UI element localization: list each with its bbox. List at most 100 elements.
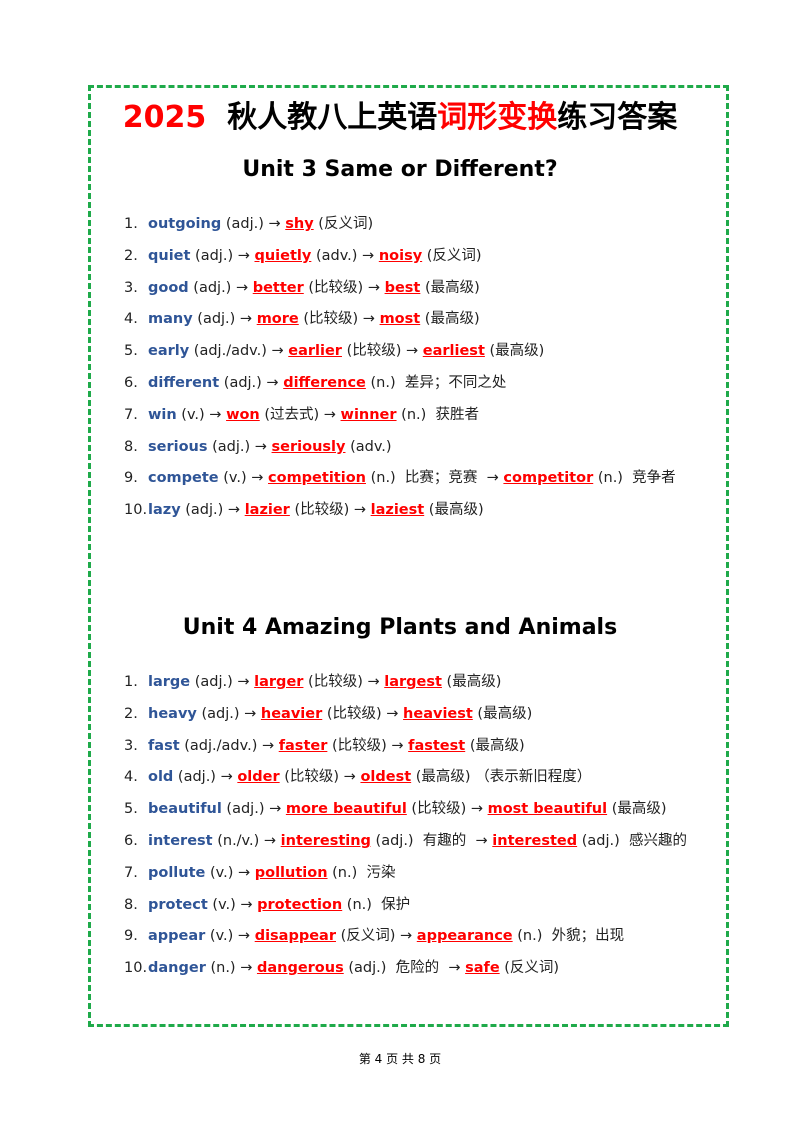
text: (adj.) 危险的 → — [343, 960, 466, 977]
item: 2. quiet (adj.) → quietly (adv.) → noisy … — [124, 245, 482, 267]
item: 5. beautiful (adj.) → more beautiful (比较级… — [124, 798, 667, 820]
item: 6. interest (n./v.) → interesting (adj.) … — [124, 830, 687, 852]
text: (n.) 外貌；出现 — [512, 928, 625, 945]
item: 3. good (adj.) → better (比较级) → best (最高级… — [124, 277, 480, 299]
text: (v.) → — [205, 864, 255, 881]
text: (adj.) → — [221, 216, 286, 232]
item: 1. outgoing (adj.) → shy (反义词) — [124, 213, 373, 235]
item: 1. large (adj.) → larger (比较级) → largest … — [124, 671, 501, 693]
text: (反义词) → — [335, 928, 417, 945]
item-number: 6. — [124, 375, 138, 391]
text: (adj.) → — [188, 279, 253, 296]
item: 9. appear (v.) → disappear (反义词) → appear… — [124, 925, 624, 947]
text: (n.) 获胜者 — [396, 406, 479, 423]
unit-heading: Unit 4 Amazing Plants and Animals — [182, 615, 618, 640]
text: (adj./adv.) → — [179, 737, 279, 754]
text: (n.) → — [205, 960, 257, 977]
base-word: fast — [148, 737, 180, 754]
answer-word: won — [226, 406, 260, 423]
item-number: 6. — [124, 833, 138, 849]
base-word: interest — [148, 833, 213, 849]
base-word: large — [148, 674, 191, 690]
text: (adj.) → — [190, 247, 255, 264]
answer-word: most beautiful — [487, 801, 608, 818]
text: (adv.) → — [311, 247, 379, 264]
answer-word: older — [237, 769, 280, 786]
item-number: 4. — [124, 311, 138, 328]
title: 2025 秋人教八上英语词形变换练习答案 — [0, 92, 800, 136]
item: 6. different (adj.) → difference (n.) 差异；… — [124, 372, 506, 394]
title-part: 秋人教八上英语 — [216, 100, 438, 135]
answer-word: quietly — [254, 247, 312, 264]
text: (adj.) → — [207, 438, 272, 455]
answer-word: dangerous — [256, 960, 344, 977]
footer: 第 4 页 共 8 页 — [358, 1052, 442, 1066]
answer-word: heaviest — [403, 705, 473, 722]
answer-word: difference — [283, 375, 366, 391]
answer-word: laziest — [370, 502, 425, 519]
answer-word: heavier — [260, 705, 323, 722]
item: 4. many (adj.) → more (比较级) → most (最高级) — [124, 308, 480, 330]
item-number: 3. — [124, 737, 138, 754]
answer-word: disappear — [254, 928, 336, 945]
title-part: 练习答案 — [557, 100, 678, 135]
base-word: pollute — [148, 864, 206, 881]
base-word: win — [148, 406, 177, 423]
text: (比较级) → — [322, 705, 404, 722]
item-number: 1. — [124, 674, 138, 690]
item-number: 4. — [124, 769, 138, 786]
item-number: 2. — [124, 247, 138, 264]
answer-word: more beautiful — [285, 801, 407, 818]
text: (比较级) → — [298, 311, 380, 328]
base-word: lazy — [148, 502, 181, 519]
answer-word: earliest — [422, 343, 485, 360]
text: (最高级) （表示新旧程度） — [411, 769, 592, 786]
text: (v.) → — [176, 406, 227, 423]
base-word: many — [148, 311, 193, 328]
answer-word: interested — [492, 833, 578, 849]
text: (adj.) → — [192, 311, 257, 328]
base-word: outgoing — [148, 216, 222, 232]
base-word: protect — [148, 896, 208, 913]
base-word: serious — [148, 438, 208, 455]
unit: Unit 3 Same or Different? — [0, 155, 800, 185]
answer-word: more — [256, 311, 299, 328]
base-word: beautiful — [148, 801, 222, 818]
item-number: 2. — [124, 705, 138, 722]
answer-word: oldest — [360, 769, 412, 786]
base-word: good — [148, 279, 189, 296]
answer-word: safe — [465, 960, 500, 977]
item: 10.danger (n.) → dangerous (adj.) 危险的 → … — [124, 957, 559, 979]
text: (adj.) → — [219, 375, 284, 391]
unit-heading: Unit 3 Same or Different? — [242, 157, 558, 182]
text: (v.) → — [207, 896, 258, 913]
text: (反义词) — [313, 216, 374, 232]
base-word: heavy — [148, 705, 197, 722]
text: (比较级) → — [279, 769, 361, 786]
text: (n.) 差异；不同之处 — [365, 375, 507, 391]
text: (n.) 竞争者 — [593, 470, 676, 487]
text: (n.) 比赛；竞赛 → — [365, 470, 504, 487]
dashed-frame — [88, 85, 729, 1027]
text: (v.) → — [205, 928, 255, 945]
item-number: 8. — [124, 438, 138, 455]
base-word: appear — [148, 928, 206, 945]
text: (反义词) — [499, 960, 560, 977]
answer-word: most — [379, 311, 421, 328]
text: (比较级) → — [341, 343, 423, 360]
item-number: 9. — [124, 928, 138, 945]
answer-word: larger — [254, 674, 304, 690]
item: 9. compete (v.) → competition (n.) 比赛；竞赛 … — [124, 467, 676, 489]
title-part: 2025 — [122, 100, 217, 135]
text: (adj.) → — [180, 502, 245, 519]
text: (过去式) → — [259, 406, 341, 423]
answer-word: interesting — [280, 833, 371, 849]
text: (adj.) → — [173, 769, 238, 786]
text: (n./v.) → — [212, 833, 281, 849]
item-number: 7. — [124, 864, 138, 881]
title-part: 词形变换 — [437, 100, 558, 135]
answer-word: better — [252, 279, 304, 296]
text: (最高级) — [420, 311, 480, 328]
text: (adj.) 有趣的 → — [370, 833, 493, 849]
item: 5. early (adj./adv.) → earlier (比较级) → ea… — [124, 340, 544, 362]
